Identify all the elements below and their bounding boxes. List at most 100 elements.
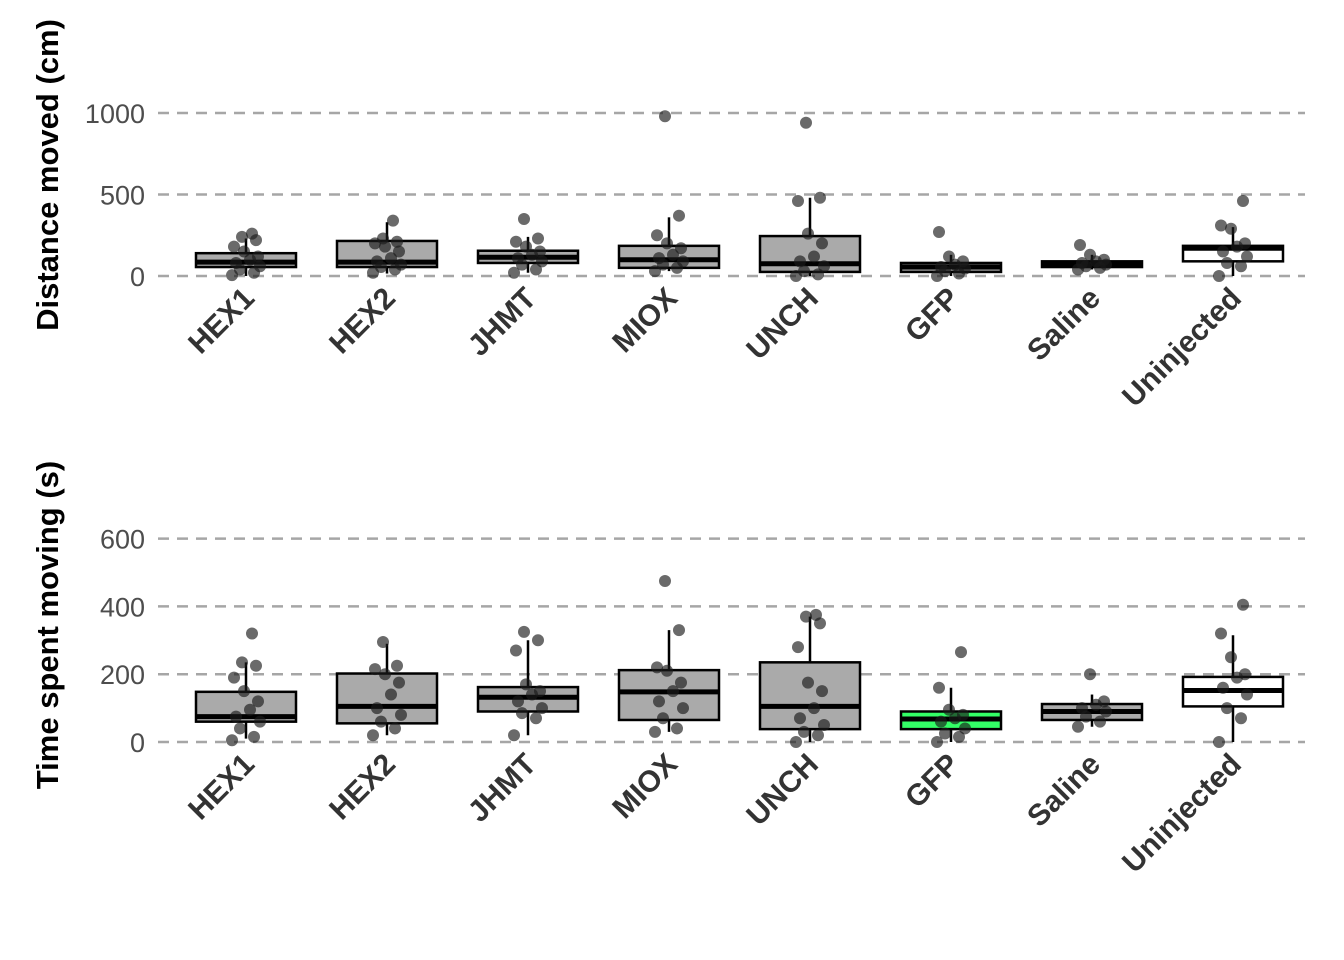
- data-point: [508, 266, 520, 279]
- data-point: [254, 260, 266, 273]
- data-point: [1239, 237, 1251, 250]
- data-point: [1225, 222, 1237, 235]
- y-tick-label: 200: [100, 660, 145, 690]
- data-point: [957, 708, 969, 721]
- data-point: [1221, 702, 1233, 715]
- y-axis-title-distance: Distance moved (cm): [30, 19, 65, 331]
- y-axis-title-time: Time spent moving (s): [30, 461, 65, 789]
- data-point: [935, 261, 947, 274]
- data-point: [1241, 250, 1253, 263]
- data-point: [244, 703, 256, 716]
- x-tick-label: HEX1: [182, 282, 261, 361]
- data-point: [677, 702, 689, 715]
- y-tick-label: 0: [130, 728, 145, 758]
- data-point: [673, 209, 685, 222]
- data-point: [1225, 651, 1237, 664]
- y-tick-label: 400: [100, 592, 145, 622]
- data-point: [943, 703, 955, 716]
- y-tick-label: 1000: [85, 99, 145, 129]
- x-tick-label: Uninjected: [1116, 282, 1248, 414]
- data-point: [943, 250, 955, 263]
- data-point: [1213, 736, 1225, 748]
- data-point: [534, 685, 546, 698]
- gridlines: [158, 537, 1305, 744]
- x-tick-labels: HEX1 HEX2 JHMT MIOX UNCH GFP Saline Uninjected: [182, 282, 1248, 414]
- data-point: [667, 685, 679, 698]
- data-point: [393, 245, 405, 258]
- data-point: [226, 734, 238, 747]
- data-point: [651, 661, 663, 674]
- data-point: [520, 678, 532, 691]
- x-tick-label: UNCH: [740, 748, 825, 833]
- data-point: [659, 574, 671, 587]
- data-point: [800, 610, 812, 623]
- data-point: [1217, 681, 1229, 694]
- data-point: [395, 708, 407, 721]
- x-tick-label: Saline: [1021, 282, 1107, 368]
- data-point: [800, 116, 812, 129]
- x-tick-label: JHMT: [462, 748, 543, 829]
- data-point: [1100, 705, 1112, 718]
- data-point: [933, 225, 945, 238]
- data-point: [794, 255, 806, 268]
- data-point: [808, 702, 820, 715]
- data-point: [230, 256, 242, 269]
- data-point: [371, 255, 383, 268]
- data-point: [1213, 270, 1225, 282]
- data-point: [520, 240, 532, 253]
- data-point: [252, 250, 264, 263]
- data-point: [1215, 627, 1227, 640]
- data-point: [653, 695, 665, 708]
- data-point: [510, 235, 522, 248]
- data-point: [387, 214, 399, 227]
- data-point: [808, 250, 820, 263]
- x-tick-label: HEX2: [323, 282, 402, 361]
- data-point: [812, 729, 824, 742]
- data-point: [536, 702, 548, 715]
- data-point: [1235, 712, 1247, 725]
- data-point: [379, 668, 391, 681]
- data-point: [246, 627, 258, 640]
- data-point: [955, 646, 967, 659]
- x-tick-label: Saline: [1021, 748, 1107, 834]
- data-point: [1241, 688, 1253, 701]
- data-point: [250, 659, 262, 672]
- data-point: [1084, 668, 1096, 681]
- data-point: [671, 722, 683, 735]
- data-point: [508, 729, 520, 742]
- data-point: [1072, 720, 1084, 733]
- x-tick-label: Uninjected: [1116, 748, 1248, 880]
- data-point: [536, 255, 548, 268]
- data-point: [393, 676, 405, 689]
- data-point: [391, 235, 403, 248]
- y-tick-label: 0: [130, 262, 145, 292]
- x-tick-label: GFP: [899, 282, 966, 349]
- x-tick-label: JHMT: [462, 282, 543, 363]
- data-point: [1217, 245, 1229, 258]
- data-point: [395, 258, 407, 271]
- data-point: [1237, 598, 1249, 611]
- data-point: [649, 265, 661, 278]
- y-tick-label: 500: [100, 181, 145, 211]
- data-point: [675, 242, 687, 255]
- data-point: [953, 730, 965, 743]
- gridlines: [158, 111, 1305, 278]
- data-point: [798, 265, 810, 278]
- x-tick-label: MIOX: [606, 748, 684, 826]
- data-point: [935, 715, 947, 728]
- data-point: [792, 641, 804, 654]
- data-point: [512, 695, 524, 708]
- data-point: [661, 664, 673, 677]
- data-point: [1074, 239, 1086, 252]
- data-point: [675, 676, 687, 689]
- data-point: [1076, 702, 1088, 715]
- data-point: [1084, 248, 1096, 261]
- data-point: [802, 227, 814, 240]
- x-tick-label: HEX2: [323, 748, 402, 827]
- data-point: [248, 730, 260, 743]
- data-point: [649, 725, 661, 738]
- data-point: [1215, 219, 1227, 232]
- data-point: [667, 248, 679, 261]
